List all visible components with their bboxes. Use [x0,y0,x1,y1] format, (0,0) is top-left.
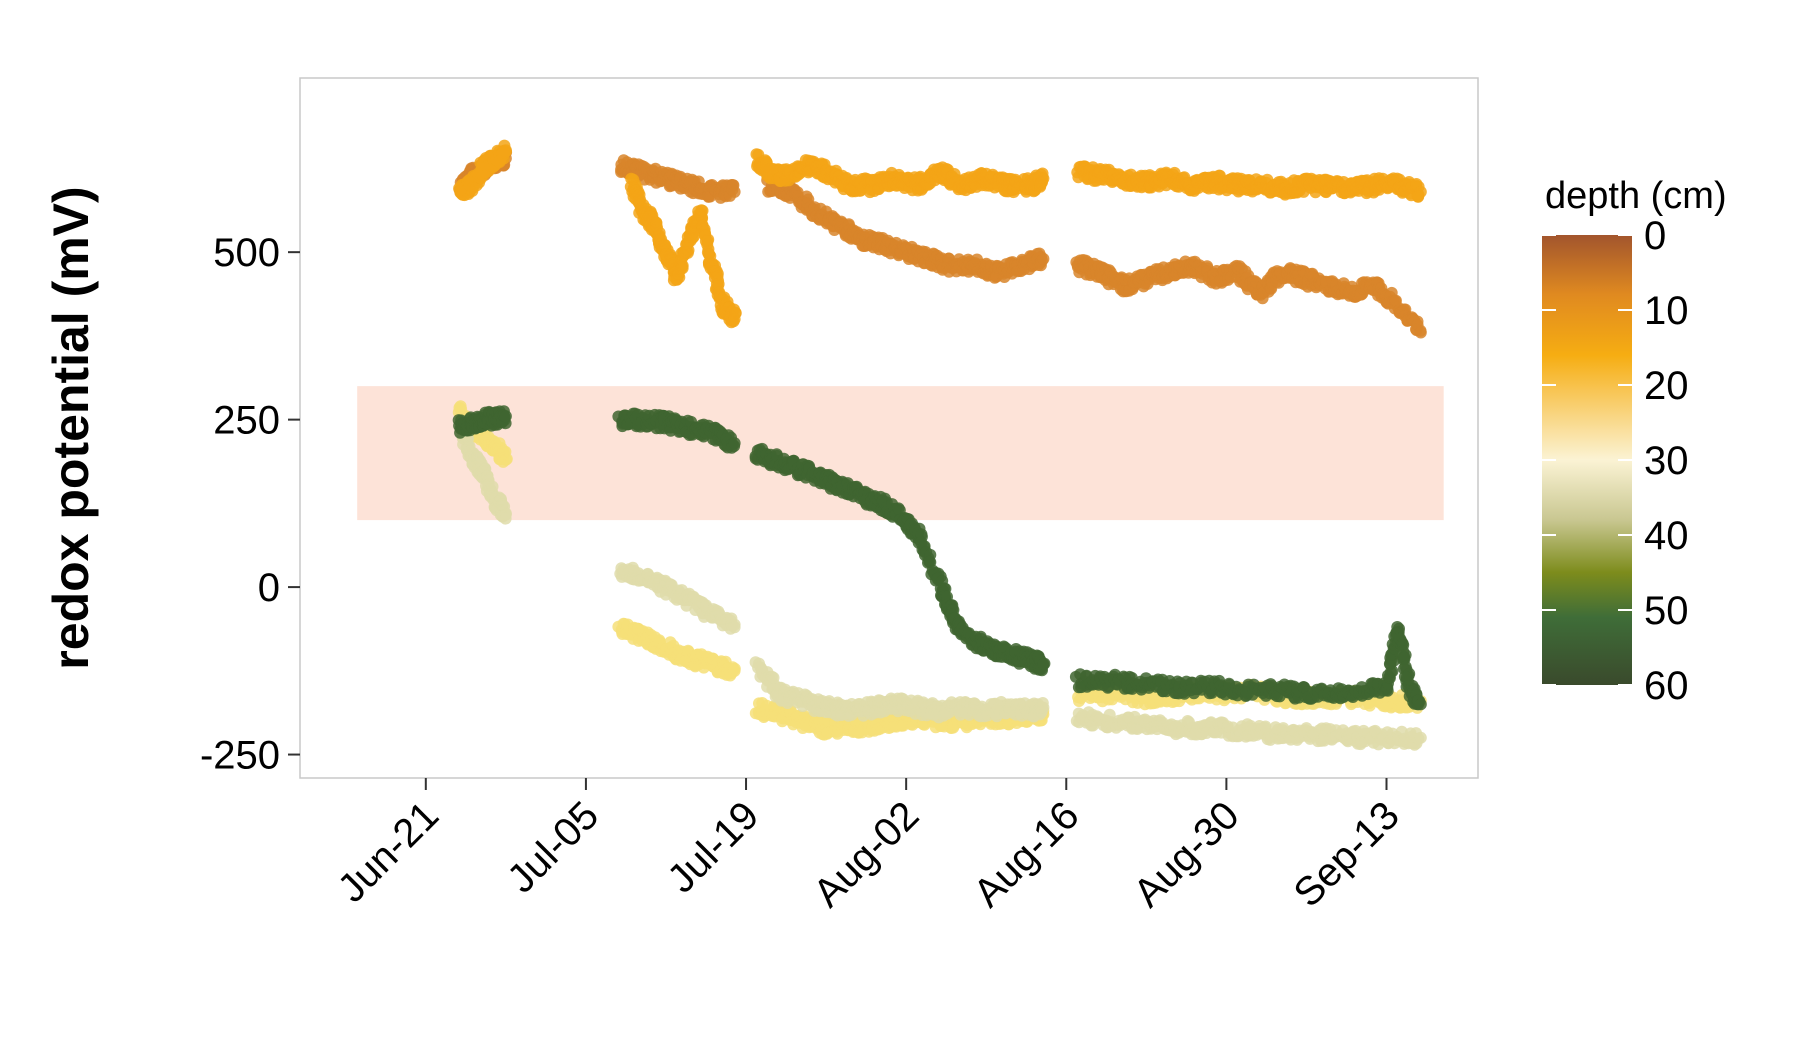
data-point [1037,701,1050,714]
data-point [1037,252,1050,265]
series-segment [614,561,741,635]
data-point [728,437,741,450]
series-segment [612,407,741,454]
highlight-band [357,386,1444,521]
series-segment [750,148,1050,199]
data-point [728,621,741,634]
data-point [1414,185,1427,198]
data-point [1037,172,1050,185]
series-segment [1071,160,1427,203]
highlight-band-layer [357,386,1444,521]
data-point [1389,294,1402,307]
series-segment [624,172,742,329]
data-point [499,507,512,520]
data-points-layer [452,139,1427,751]
data-point [728,313,741,326]
series-segment [1070,706,1427,751]
series-depth-15 [453,139,1427,329]
series-segment [1069,621,1427,711]
data-point [1414,731,1427,744]
series-depth-35 [455,415,1427,751]
data-point [702,248,715,261]
series-segment [749,442,1051,677]
data-point [1414,326,1427,339]
series-depth-55 [452,405,1427,711]
series-segment [452,405,512,439]
data-point [496,498,509,511]
data-point [702,233,715,246]
series-segment [453,139,512,202]
series-segment [1070,254,1427,339]
data-point [728,185,741,198]
data-point [499,145,512,158]
data-point [499,453,512,466]
data-point [1037,658,1050,671]
series-segment [615,154,741,204]
plot-panel [299,77,1479,779]
series-segment [749,656,1050,724]
series-segment [761,174,1050,284]
data-point [728,664,741,677]
data-point [499,410,512,423]
series-segment [612,617,741,682]
